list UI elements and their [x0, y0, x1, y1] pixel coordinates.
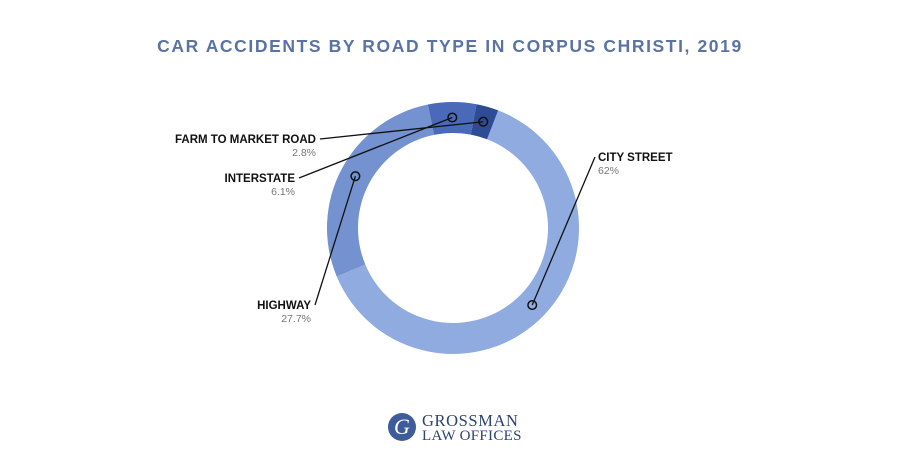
slice-farm-to-market-road [470, 104, 499, 140]
leader-line-farm-to-market-road [319, 121, 484, 140]
value-farm-to-market-road: 2.8% [292, 147, 316, 159]
marker-farm-to-market-road [478, 116, 489, 127]
logo-name: GROSSMAN [422, 411, 519, 430]
value-interstate: 6.1% [271, 186, 295, 198]
leader-line-highway [314, 176, 356, 306]
value-city-street: 62% [598, 165, 619, 177]
label-highway: HIGHWAY [257, 300, 311, 312]
marker-city-street [527, 299, 538, 311]
marker-interstate [447, 112, 458, 123]
label-city-street: CITY STREET [598, 152, 673, 164]
label-interstate: INTERSTATE [225, 173, 296, 185]
grossman-logo: G GROSSMAN LAW OFFICES [388, 410, 528, 444]
slice-interstate [427, 102, 477, 135]
logo-subtitle: LAW OFFICES [422, 428, 522, 444]
value-highway: 27.7% [281, 313, 311, 325]
label-farm-to-market-road: FARM TO MARKET ROAD [175, 134, 316, 146]
marker-highway [350, 171, 361, 182]
logo-g-icon: G [388, 413, 416, 441]
slice-highway [327, 104, 435, 277]
leader-line-city-street [531, 156, 596, 306]
chart-title: CAR ACCIDENTS BY ROAD TYPE IN CORPUS CHR… [157, 36, 743, 56]
